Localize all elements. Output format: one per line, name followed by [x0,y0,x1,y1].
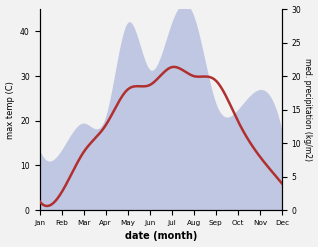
Y-axis label: max temp (C): max temp (C) [5,81,15,139]
X-axis label: date (month): date (month) [125,231,197,242]
Y-axis label: med. precipitation (kg/m2): med. precipitation (kg/m2) [303,58,313,161]
